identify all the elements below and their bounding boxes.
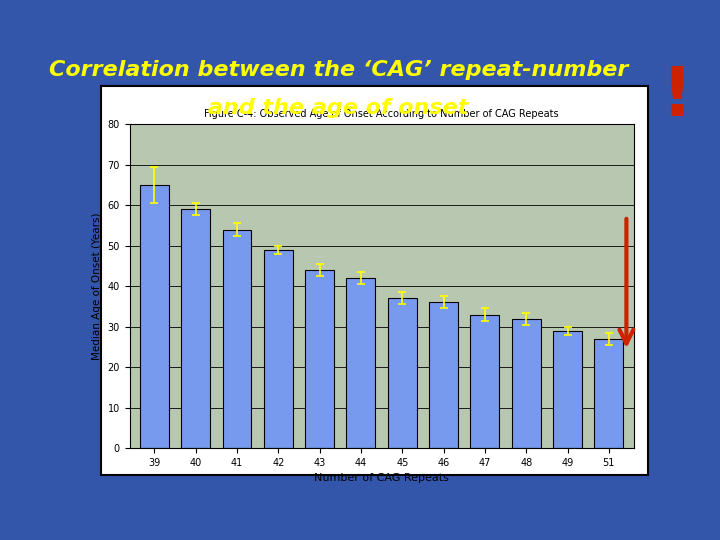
Text: and the age of onset: and the age of onset <box>208 98 469 118</box>
Bar <box>264 249 293 448</box>
Bar <box>346 278 375 448</box>
Bar <box>429 302 458 448</box>
Text: !: ! <box>662 64 692 130</box>
Bar <box>181 209 210 448</box>
Y-axis label: Median Age of Onset (Years): Median Age of Onset (Years) <box>92 212 102 360</box>
Title: Figure C-4: Observed Age of Onset According to Number of CAG Repeats: Figure C-4: Observed Age of Onset Accord… <box>204 109 559 119</box>
Bar <box>553 330 582 448</box>
Bar <box>140 185 169 448</box>
Bar <box>388 298 417 448</box>
Bar <box>222 230 251 448</box>
Bar <box>512 319 541 448</box>
Bar <box>305 270 334 448</box>
Text: Correlation between the ‘CAG’ repeat-number: Correlation between the ‘CAG’ repeat-num… <box>49 60 628 80</box>
Bar <box>594 339 624 448</box>
Bar <box>470 314 500 448</box>
X-axis label: Number of CAG Repeats: Number of CAG Repeats <box>314 474 449 483</box>
